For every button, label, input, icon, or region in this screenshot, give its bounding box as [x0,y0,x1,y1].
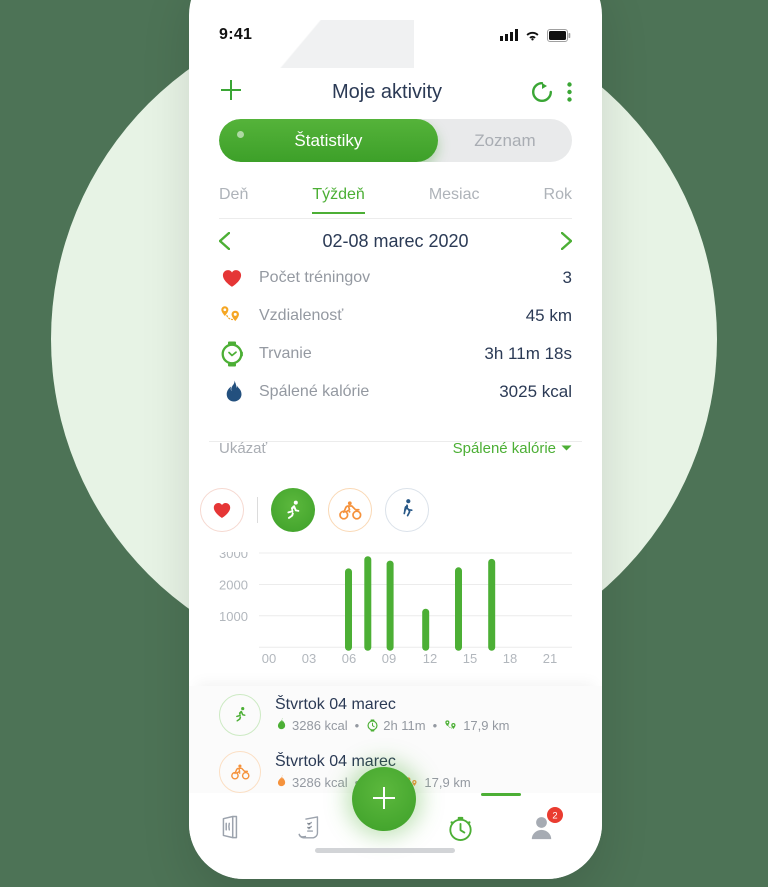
svg-text:2000: 2000 [219,578,248,593]
svg-text:00: 00 [262,651,276,666]
svg-text:15: 15 [463,651,477,666]
svg-text:06: 06 [342,651,356,666]
svg-text:09: 09 [382,651,396,666]
svg-text:21: 21 [543,651,557,666]
svg-text:1000: 1000 [219,609,248,624]
svg-text:3000: 3000 [219,552,248,561]
svg-text:2: 2 [552,809,557,820]
svg-text:18: 18 [503,651,517,666]
svg-text:12: 12 [423,651,437,666]
svg-text:03: 03 [302,651,316,666]
